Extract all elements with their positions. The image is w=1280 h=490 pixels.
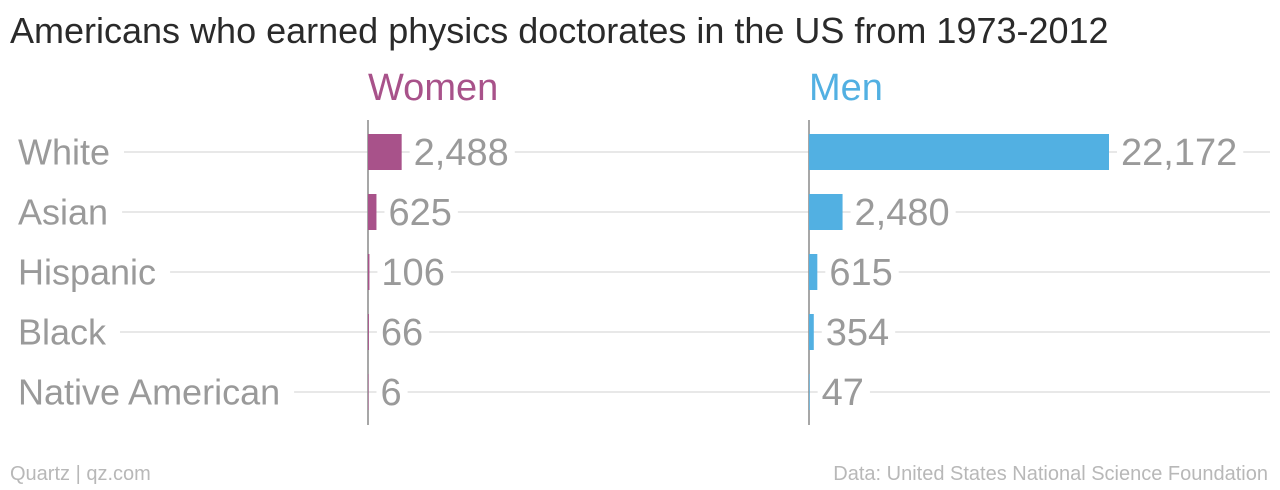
- bar: [368, 194, 377, 230]
- bar: [809, 134, 1109, 170]
- label-background: [376, 372, 408, 412]
- bar: [809, 374, 810, 410]
- panel-header: Men: [809, 67, 883, 109]
- label-background: [850, 192, 956, 232]
- label-background: [409, 132, 515, 172]
- data-label: 6: [381, 372, 402, 414]
- label-background: [376, 312, 430, 352]
- data-label: 106: [381, 252, 444, 294]
- bar: [809, 254, 818, 290]
- label-background: [821, 312, 896, 352]
- bar: [368, 374, 369, 410]
- data-label: 47: [822, 372, 864, 414]
- data-label: 354: [826, 312, 889, 354]
- data-label: 2,480: [855, 192, 950, 234]
- data-label: 625: [388, 192, 451, 234]
- chart-title: Americans who earned physics doctorates …: [10, 10, 1109, 51]
- category-label: Native American: [18, 372, 280, 413]
- label-background: [384, 192, 458, 232]
- data-source: Data: United States National Science Fou…: [833, 463, 1268, 485]
- data-label: 66: [381, 312, 423, 354]
- bar: [368, 314, 369, 350]
- panel-header: Women: [368, 67, 498, 109]
- source-credit: Quartz | qz.com: [10, 463, 151, 485]
- data-label: 2,488: [414, 132, 509, 174]
- bar: [368, 134, 402, 170]
- label-background: [1117, 132, 1244, 172]
- category-label: Hispanic: [18, 252, 156, 293]
- data-label: 22,172: [1121, 132, 1237, 174]
- bar: [809, 314, 814, 350]
- category-label: Asian: [18, 192, 108, 233]
- data-label: 615: [829, 252, 892, 294]
- label-background: [825, 252, 899, 292]
- bar: [809, 194, 843, 230]
- label-background: [377, 252, 451, 292]
- label-background: [817, 372, 870, 412]
- category-label: Black: [18, 312, 107, 353]
- category-label: White: [18, 132, 110, 173]
- bar: [368, 254, 370, 290]
